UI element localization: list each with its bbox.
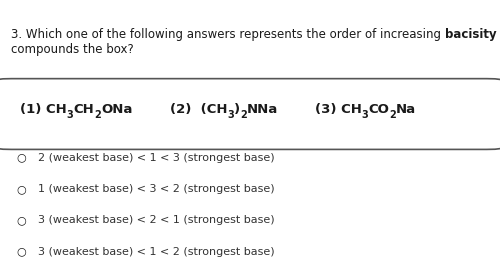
FancyBboxPatch shape: [0, 79, 500, 149]
Text: NNa: NNa: [247, 103, 278, 116]
Text: 2: 2: [390, 110, 396, 120]
Text: 3: 3: [67, 110, 73, 120]
Text: 2 (weakest base) < 1 < 3 (strongest base): 2 (weakest base) < 1 < 3 (strongest base…: [38, 153, 274, 162]
Text: bacisity: bacisity: [445, 28, 496, 41]
Text: ○: ○: [16, 153, 26, 162]
Text: 3: 3: [362, 110, 368, 120]
Text: (3) CH: (3) CH: [315, 103, 362, 116]
Text: Na: Na: [396, 103, 416, 116]
Text: for: for: [496, 28, 500, 41]
Text: ONa: ONa: [101, 103, 132, 116]
Text: 3 (weakest base) < 1 < 2 (strongest base): 3 (weakest base) < 1 < 2 (strongest base…: [38, 247, 274, 257]
Text: 2: 2: [240, 110, 247, 120]
Text: 3: 3: [228, 110, 234, 120]
Text: 3. Which one of the following answers represents the order of increasing: 3. Which one of the following answers re…: [11, 28, 445, 41]
Text: ○: ○: [16, 247, 26, 257]
Text: ○: ○: [16, 215, 26, 225]
Text: ○: ○: [16, 184, 26, 194]
Text: 1 (weakest base) < 3 < 2 (strongest base): 1 (weakest base) < 3 < 2 (strongest base…: [38, 184, 274, 194]
Text: 3 (weakest base) < 2 < 1 (strongest base): 3 (weakest base) < 2 < 1 (strongest base…: [38, 215, 274, 225]
Text: ): ): [234, 103, 240, 116]
Text: compounds the box?: compounds the box?: [11, 43, 134, 57]
Text: (1) CH: (1) CH: [20, 103, 67, 116]
Text: 2: 2: [94, 110, 101, 120]
Text: (2)  (CH: (2) (CH: [170, 103, 228, 116]
Text: CH: CH: [74, 103, 94, 116]
Text: CO: CO: [368, 103, 390, 116]
